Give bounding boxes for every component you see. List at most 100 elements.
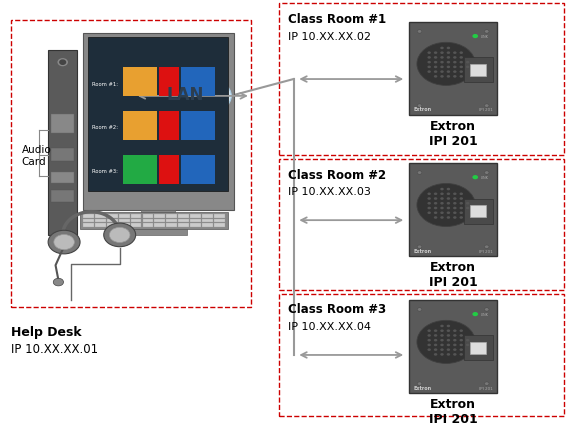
Bar xyxy=(51,172,74,184)
Circle shape xyxy=(484,104,489,108)
Circle shape xyxy=(440,330,444,332)
Circle shape xyxy=(174,93,219,126)
Circle shape xyxy=(434,67,437,69)
Text: Extron: Extron xyxy=(414,107,431,112)
Circle shape xyxy=(453,349,457,351)
Bar xyxy=(88,38,228,191)
Circle shape xyxy=(459,349,463,351)
Bar xyxy=(409,164,497,256)
Bar xyxy=(279,160,564,290)
Bar xyxy=(166,215,177,218)
Text: Room #3:: Room #3: xyxy=(92,169,118,174)
Circle shape xyxy=(170,71,219,107)
Circle shape xyxy=(434,203,437,205)
Circle shape xyxy=(428,335,431,337)
Bar xyxy=(470,65,486,77)
Circle shape xyxy=(440,57,444,60)
Bar xyxy=(214,215,225,218)
Circle shape xyxy=(447,67,450,69)
Circle shape xyxy=(447,349,450,351)
Circle shape xyxy=(48,231,80,254)
Bar xyxy=(119,219,129,223)
Circle shape xyxy=(428,67,431,69)
Bar xyxy=(154,224,165,227)
Text: IP 10.XX.XX.04: IP 10.XX.XX.04 xyxy=(288,322,371,332)
Bar xyxy=(202,215,213,218)
Circle shape xyxy=(453,335,457,337)
Bar xyxy=(48,50,77,235)
Circle shape xyxy=(434,212,437,215)
Bar xyxy=(83,219,94,223)
Bar xyxy=(178,224,189,227)
Bar xyxy=(51,191,74,202)
Text: Extron
IPI 201: Extron IPI 201 xyxy=(429,397,478,425)
Circle shape xyxy=(453,353,457,356)
Text: Class Room #1: Class Room #1 xyxy=(288,12,386,25)
Bar xyxy=(181,111,215,141)
Circle shape xyxy=(447,57,450,60)
Circle shape xyxy=(428,207,431,210)
Circle shape xyxy=(459,193,463,196)
Circle shape xyxy=(440,207,444,210)
Bar xyxy=(142,224,153,227)
Circle shape xyxy=(447,339,450,342)
Circle shape xyxy=(459,67,463,69)
Circle shape xyxy=(447,203,450,205)
Circle shape xyxy=(453,67,457,69)
Bar xyxy=(214,219,225,223)
Text: Class Room #3: Class Room #3 xyxy=(288,303,386,316)
Text: IPI 201: IPI 201 xyxy=(479,386,492,390)
Bar xyxy=(119,224,129,227)
Circle shape xyxy=(440,62,444,64)
Circle shape xyxy=(434,71,437,74)
Circle shape xyxy=(453,57,457,60)
Circle shape xyxy=(447,344,450,347)
Bar xyxy=(95,219,106,223)
Bar xyxy=(279,294,564,416)
Circle shape xyxy=(146,91,197,128)
Circle shape xyxy=(428,62,431,64)
Circle shape xyxy=(428,349,431,351)
Bar xyxy=(142,215,153,218)
Circle shape xyxy=(453,203,457,205)
Circle shape xyxy=(484,172,489,175)
Circle shape xyxy=(434,57,437,60)
Text: Class Room #2: Class Room #2 xyxy=(288,168,386,181)
Circle shape xyxy=(136,71,181,104)
Circle shape xyxy=(434,339,437,342)
Bar xyxy=(464,58,493,83)
Circle shape xyxy=(434,76,437,79)
Circle shape xyxy=(459,198,463,200)
Circle shape xyxy=(434,52,437,55)
Bar xyxy=(470,342,486,354)
Circle shape xyxy=(459,217,463,219)
Bar xyxy=(178,215,189,218)
Text: IP 10.XX.XX.03: IP 10.XX.XX.03 xyxy=(288,187,370,197)
Circle shape xyxy=(440,188,444,191)
Bar xyxy=(409,23,497,116)
Circle shape xyxy=(473,35,478,39)
Bar xyxy=(470,206,486,218)
Circle shape xyxy=(453,212,457,215)
Circle shape xyxy=(447,330,450,332)
Circle shape xyxy=(440,76,444,79)
Circle shape xyxy=(459,207,463,210)
Circle shape xyxy=(447,335,450,337)
Circle shape xyxy=(434,353,437,356)
Circle shape xyxy=(440,325,444,328)
Circle shape xyxy=(453,344,457,347)
Text: IPI 201: IPI 201 xyxy=(479,249,492,253)
Bar xyxy=(181,68,215,97)
Circle shape xyxy=(434,330,437,332)
Circle shape xyxy=(473,176,478,180)
Circle shape xyxy=(440,67,444,69)
Circle shape xyxy=(428,193,431,196)
Circle shape xyxy=(428,71,431,74)
Circle shape xyxy=(447,207,450,210)
Circle shape xyxy=(459,339,463,342)
Circle shape xyxy=(484,308,489,311)
Bar xyxy=(119,215,129,218)
Bar xyxy=(214,224,225,227)
Circle shape xyxy=(459,212,463,215)
Circle shape xyxy=(440,349,444,351)
